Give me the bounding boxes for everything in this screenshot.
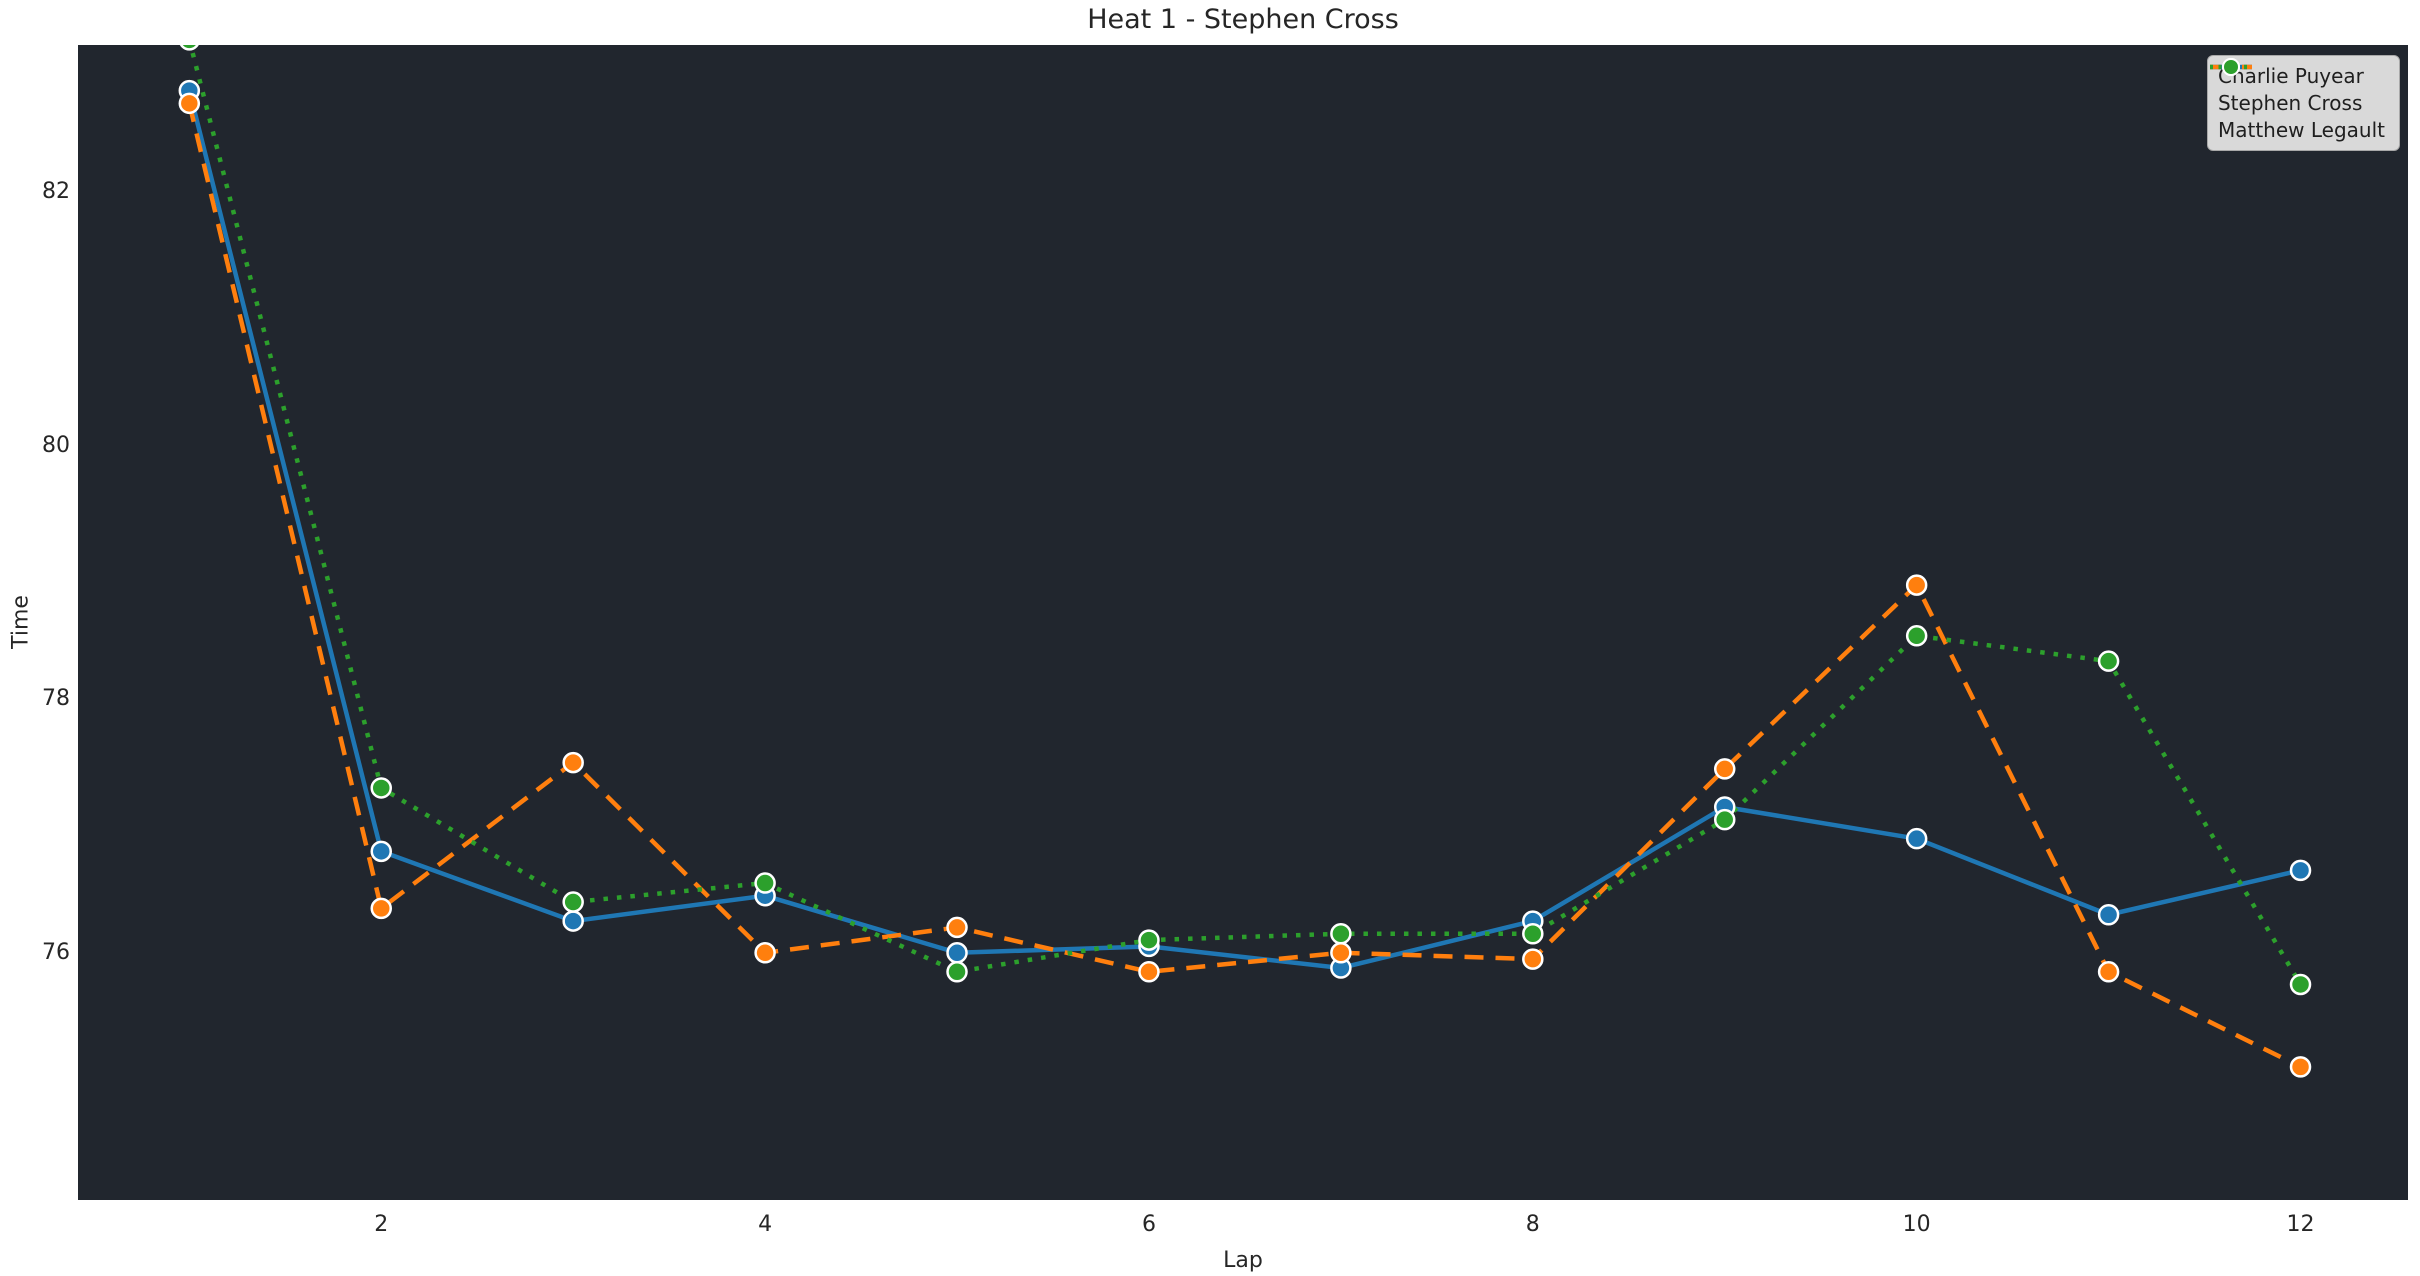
data-point-marker — [1713, 808, 1736, 831]
x-tick-label: 12 — [2286, 1212, 2315, 1237]
legend-item: Stephen Cross — [2209, 58, 2385, 115]
data-point-marker — [562, 910, 584, 932]
legend: Charlie Puyear Stephen Cross Matthew Legau… — [2206, 55, 2400, 151]
data-point-marker — [1138, 961, 1160, 983]
legend-line-sample — [2209, 58, 2252, 76]
x-axis-label: Lap — [1223, 1248, 1263, 1273]
data-point-marker — [1330, 942, 1352, 964]
y-tick-label: 82 — [42, 179, 70, 205]
y-tick-label: 76 — [42, 939, 70, 965]
data-point-marker — [1522, 948, 1544, 970]
series-line — [187, 90, 2302, 971]
series-line — [187, 102, 2302, 1069]
data-point-marker — [1905, 625, 1928, 647]
data-point-marker — [2289, 1056, 2312, 1078]
data-point-marker — [2289, 859, 2312, 882]
chart-canvas — [178, 45, 2312, 1078]
data-point-marker — [1713, 758, 1736, 780]
data-point-marker — [370, 840, 392, 863]
data-point-marker — [1138, 929, 1160, 951]
x-tick-label: 4 — [758, 1212, 773, 1237]
data-point-marker — [562, 891, 584, 913]
data-point-marker — [2097, 961, 2120, 983]
data-point-marker — [1905, 827, 1928, 850]
data-point-marker — [1522, 923, 1544, 945]
data-point-marker — [754, 872, 776, 894]
data-point-marker — [2289, 973, 2312, 996]
data-point-marker — [946, 961, 968, 983]
chart-title: Heat 1 - Stephen Cross — [1087, 4, 1399, 35]
x-tick-label: 6 — [1141, 1212, 1156, 1237]
data-point-marker — [179, 45, 199, 51]
legend-label: Matthew Legault — [2217, 118, 2385, 142]
data-point-marker — [754, 942, 776, 964]
data-point-marker — [1330, 923, 1352, 945]
legend-label: Stephen Cross — [2217, 91, 2363, 115]
plot-area: Charlie Puyear Stephen Cross Matthew Legau… — [78, 45, 2408, 1200]
data-point-marker — [370, 897, 392, 920]
x-tick-label: 8 — [1525, 1212, 1540, 1237]
x-tick-label: 10 — [1902, 1212, 1931, 1237]
data-point-marker — [946, 916, 968, 939]
y-tick-label: 80 — [42, 432, 70, 458]
data-point-marker — [2097, 650, 2120, 672]
y-axis-label: Time — [8, 595, 34, 649]
data-point-marker — [562, 751, 584, 774]
data-point-marker — [370, 777, 392, 799]
data-point-marker — [946, 942, 968, 964]
series-line — [188, 45, 2303, 986]
legend-item: Matthew Legault — [2209, 58, 2385, 142]
x-tick-label: 2 — [374, 1212, 389, 1237]
y-tick-label: 78 — [42, 686, 70, 712]
data-point-marker — [2097, 903, 2120, 926]
data-point-marker — [1905, 574, 1928, 596]
data-point-marker — [178, 92, 201, 115]
